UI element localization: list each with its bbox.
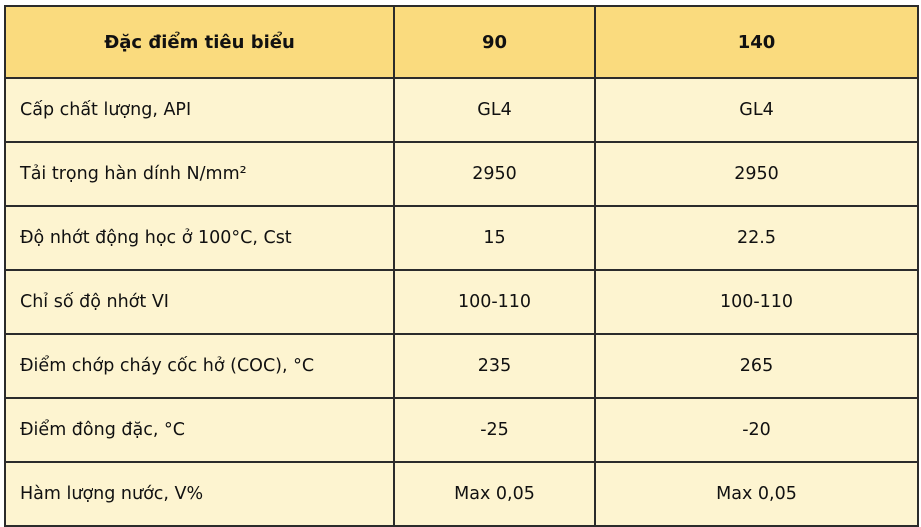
table-row: Độ nhớt động học ở 100°C, Cst 15 22.5 — [4, 205, 919, 271]
value-140: 265 — [594, 333, 919, 399]
header-grade-140: 140 — [594, 5, 919, 79]
row-label: Điểm đông đặc, °C — [4, 397, 395, 463]
value-90: 2950 — [393, 141, 596, 207]
value-140: 100-110 — [594, 269, 919, 335]
table-body: Cấp chất lượng, API GL4 GL4 Tải trọng hà… — [4, 77, 919, 527]
value-90: Max 0,05 — [393, 461, 596, 527]
value-90: 100-110 — [393, 269, 596, 335]
table-row: Tải trọng hàn dính N/mm² 2950 2950 — [4, 141, 919, 207]
value-140: 22.5 — [594, 205, 919, 271]
row-label: Độ nhớt động học ở 100°C, Cst — [4, 205, 395, 271]
row-label: Chỉ số độ nhớt VI — [4, 269, 395, 335]
value-140: 2950 — [594, 141, 919, 207]
value-90: 235 — [393, 333, 596, 399]
value-140: Max 0,05 — [594, 461, 919, 527]
row-label: Hàm lượng nước, V% — [4, 461, 395, 527]
table-row: Chỉ số độ nhớt VI 100-110 100-110 — [4, 269, 919, 335]
table-row: Hàm lượng nước, V% Max 0,05 Max 0,05 — [4, 461, 919, 527]
value-90: -25 — [393, 397, 596, 463]
table-row: Cấp chất lượng, API GL4 GL4 — [4, 77, 919, 143]
value-90: GL4 — [393, 77, 596, 143]
table-row: Điểm chớp cháy cốc hở (COC), °C 235 265 — [4, 333, 919, 399]
table-header: Đặc điểm tiêu biểu 90 140 — [4, 5, 919, 79]
header-row: Đặc điểm tiêu biểu 90 140 — [4, 5, 919, 79]
value-140: GL4 — [594, 77, 919, 143]
value-140: -20 — [594, 397, 919, 463]
table-row: Điểm đông đặc, °C -25 -20 — [4, 397, 919, 463]
header-grade-90: 90 — [393, 5, 596, 79]
header-characteristic: Đặc điểm tiêu biểu — [4, 5, 395, 79]
row-label: Cấp chất lượng, API — [4, 77, 395, 143]
row-label: Điểm chớp cháy cốc hở (COC), °C — [4, 333, 395, 399]
spec-table: Đặc điểm tiêu biểu 90 140 Cấp chất lượng… — [4, 5, 919, 527]
row-label: Tải trọng hàn dính N/mm² — [4, 141, 395, 207]
value-90: 15 — [393, 205, 596, 271]
